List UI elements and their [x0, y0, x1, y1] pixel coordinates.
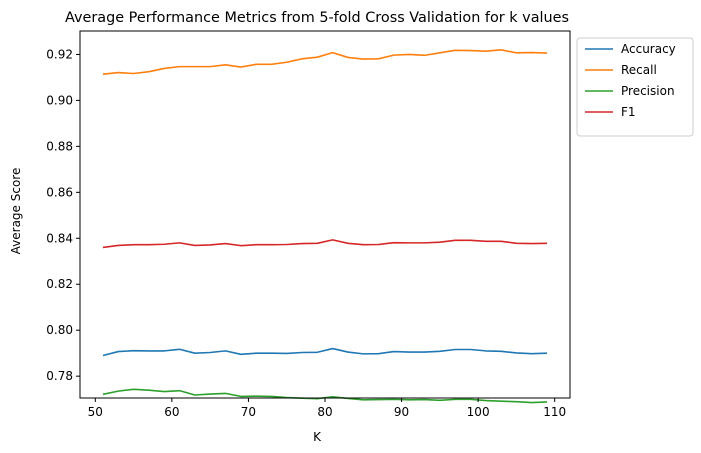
x-tick-label: 80: [317, 405, 332, 419]
legend-label: F1: [621, 105, 636, 119]
y-tick-label: 0.86: [46, 185, 73, 199]
x-tick-label: 100: [467, 405, 490, 419]
axes-frame: [79, 30, 571, 399]
x-tick-label: 70: [241, 405, 256, 419]
y-tick-label: 0.80: [46, 323, 73, 337]
y-tick-label: 0.82: [46, 277, 73, 291]
series-line-f1: [102, 239, 548, 249]
plot-area: [102, 49, 548, 404]
legend-label: Accuracy: [621, 42, 676, 56]
y-tick-label: 0.90: [46, 93, 73, 107]
x-axis-label: K: [313, 430, 322, 444]
x-tick-label: 50: [88, 405, 103, 419]
chart-legend: Accuracy Recall Precision F1: [576, 37, 694, 137]
y-tick-label: 0.84: [46, 231, 73, 245]
series-line-recall: [102, 49, 548, 75]
series-line-accuracy: [102, 347, 548, 357]
y-tick-label: 0.78: [46, 369, 73, 383]
y-tick-label: 0.92: [46, 47, 73, 61]
x-tick-label: 110: [543, 405, 566, 419]
x-tick-label: 60: [164, 405, 179, 419]
legend-label: Precision: [621, 84, 675, 98]
x-axis-ticks: 50 60 70 80 90 100 110: [88, 398, 566, 419]
y-axis-label: Average Score: [9, 168, 23, 255]
y-axis-ticks: 0.78 0.80 0.82 0.84 0.86 0.88 0.90 0.92: [46, 47, 80, 383]
x-tick-label: 90: [394, 405, 409, 419]
chart-title: Average Performance Metrics from 5-fold …: [65, 10, 569, 26]
y-tick-label: 0.88: [46, 139, 73, 153]
legend-label: Recall: [621, 63, 657, 77]
